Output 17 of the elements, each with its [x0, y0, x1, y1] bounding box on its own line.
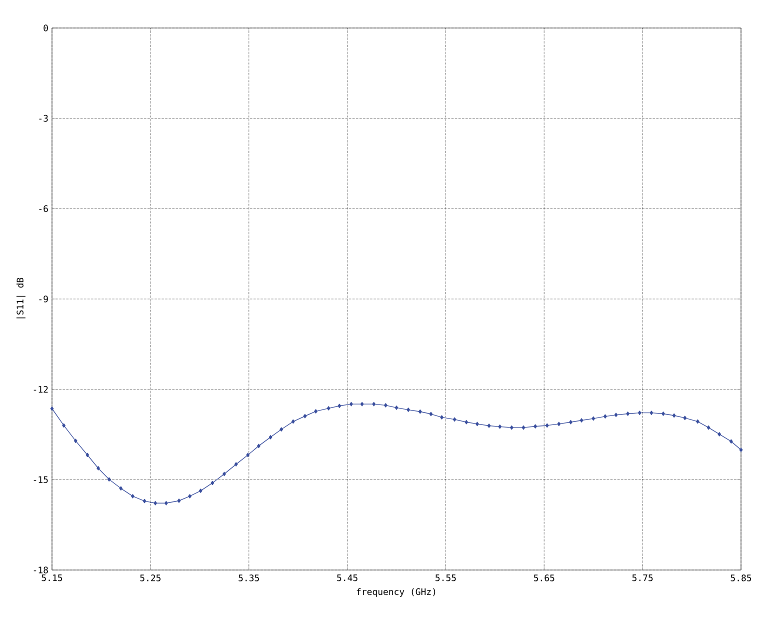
y-tick-label: -9: [39, 296, 48, 302]
y-tick-label: -6: [39, 205, 48, 212]
y-tick-label: -3: [39, 114, 48, 122]
x-tick-label: 5.55: [436, 574, 456, 582]
y-tick-label: -12: [34, 386, 48, 393]
y-axis-title: |S11| dB: [16, 278, 26, 318]
x-tick-label: 5.85: [730, 574, 752, 582]
y-tick-label: -18: [34, 566, 48, 574]
x-tick-label: 5.45: [337, 574, 358, 582]
x-tick-label: 5.65: [534, 574, 554, 582]
x-tick-label: 5.15: [42, 574, 62, 582]
x-tick-label: 5.35: [238, 574, 259, 582]
x-axis-title: frequency (GHz): [356, 588, 436, 597]
x-tick-label: 5.25: [140, 574, 161, 582]
x-tick-label: 5.75: [632, 574, 653, 582]
y-tick-label: 0: [44, 24, 48, 32]
y-tick-label: -15: [34, 476, 48, 483]
